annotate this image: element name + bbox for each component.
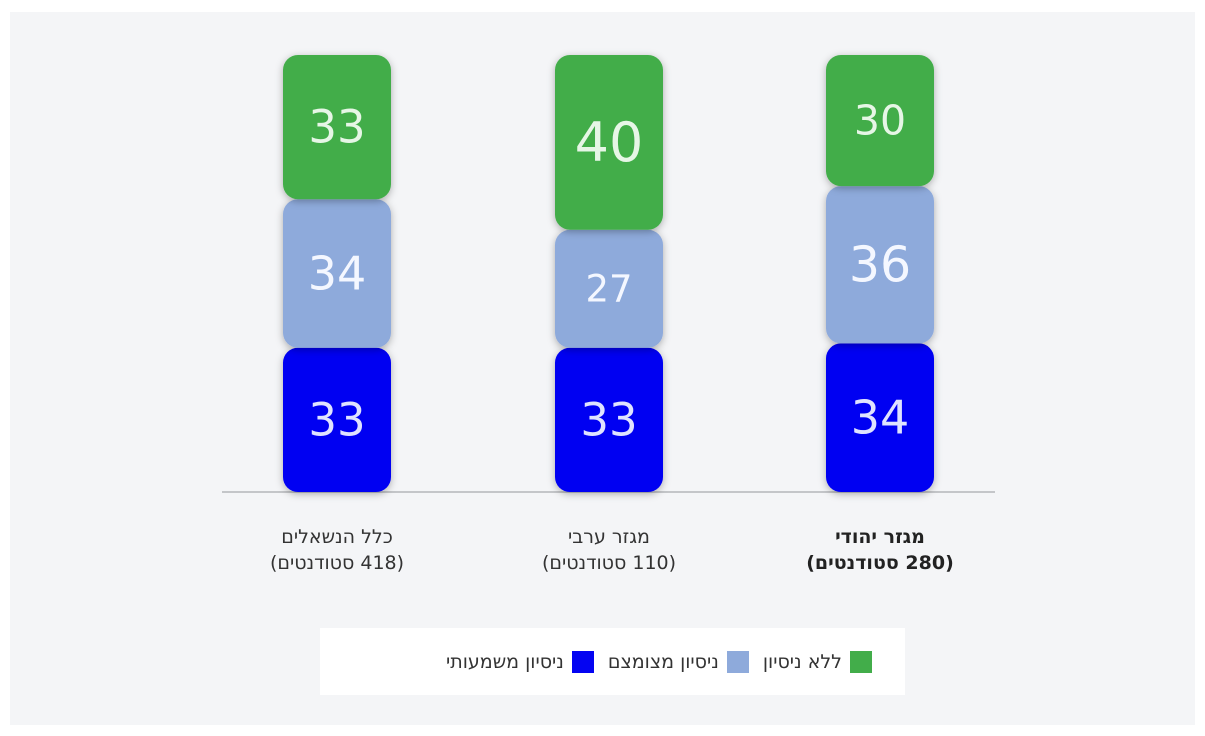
bar-segment [555,347,663,492]
bar-segment [826,343,934,492]
legend-item: ניסיון מצומצם [607,650,749,673]
legend-item: ניסיון משמעותי [445,650,594,673]
x-tick-label: כלל הנשאלים [281,526,393,548]
legend-swatch [726,650,749,673]
data-label: 40 [575,111,644,174]
data-label: 33 [308,101,365,154]
bar-segment [826,55,934,187]
data-label: 33 [580,393,637,446]
bar-segment [283,55,391,200]
legend-label: ללא ניסיון [762,650,842,673]
data-label: 27 [585,267,632,310]
legend-swatch [850,650,872,673]
data-label: 36 [849,236,911,293]
legend: ללא ניסיון ניסיון מצומצם ניסיון משמעותי [320,628,905,695]
legend-item: ללא ניסיון [762,650,872,673]
bar-segment [555,55,663,230]
data-label: 30 [854,97,906,145]
x-tick-label: (110 סטודנטים) [542,552,676,574]
data-label: 34 [308,247,367,301]
x-tick-label: מגזר יהודי [835,526,925,548]
data-label: 34 [851,391,910,445]
bar-segment [283,347,391,492]
data-label: 33 [308,393,365,446]
legend-swatch [571,650,594,673]
x-tick-label: (418 סטודנטים) [270,552,404,574]
legend-label: ניסיון מצומצם [607,650,719,673]
x-tick-label: (280 סטודנטים) [806,552,954,574]
bar-segment [283,199,391,348]
bar-segment [826,186,934,344]
bar-segment [555,229,663,348]
x-tick-label: מגזר ערבי [568,526,650,548]
legend-label: ניסיון משמעותי [445,650,564,673]
